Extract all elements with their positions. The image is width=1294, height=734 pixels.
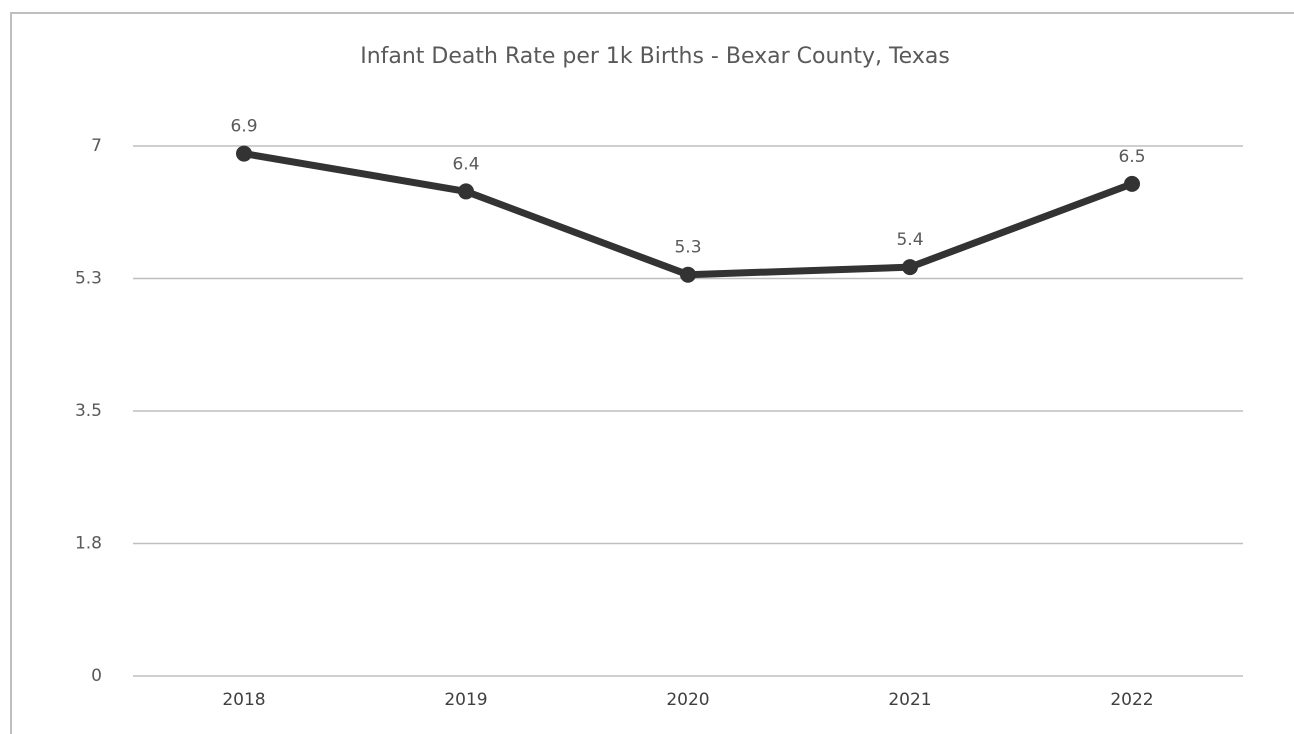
data-label: 6.9 — [230, 117, 257, 137]
x-tick-label: 2019 — [444, 690, 487, 710]
data-point — [458, 183, 474, 200]
x-tick-label: 2021 — [888, 690, 931, 710]
x-tick-label: 2020 — [666, 690, 709, 710]
y-tick-label: 0 — [91, 666, 102, 686]
data-point — [236, 145, 252, 162]
data-label: 5.3 — [674, 238, 701, 258]
x-tick-label: 2022 — [1110, 690, 1153, 710]
chart-title: Infant Death Rate per 1k Births - Bexar … — [360, 44, 950, 69]
y-tick-label: 1.8 — [75, 534, 102, 554]
chart-frame — [10, 12, 1294, 734]
y-tick-label: 5.3 — [75, 269, 102, 289]
y-tick-label: 3.5 — [75, 401, 102, 421]
data-label: 5.4 — [896, 230, 923, 250]
data-point — [1124, 175, 1140, 192]
x-tick-label: 2018 — [222, 690, 265, 710]
y-tick-label: 7 — [91, 136, 102, 156]
data-point — [680, 266, 696, 283]
data-label: 6.4 — [452, 154, 479, 174]
data-point — [902, 259, 918, 276]
data-label: 6.5 — [1118, 147, 1145, 167]
